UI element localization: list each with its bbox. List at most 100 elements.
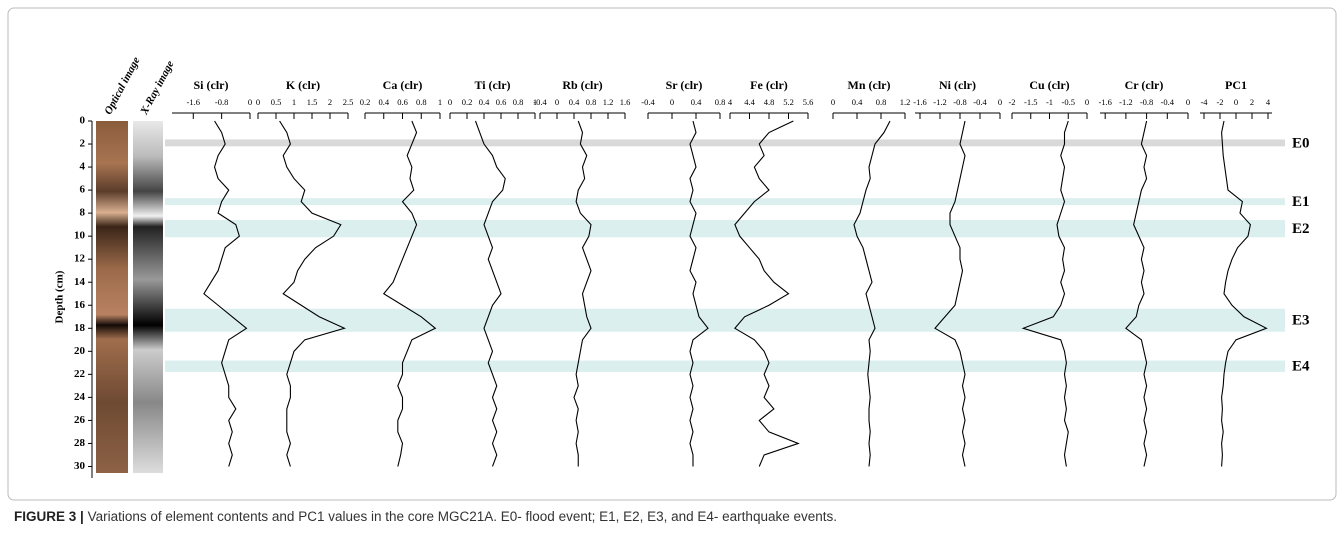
x-tick-label: -0.8: [1140, 97, 1153, 107]
x-tick-label: 2: [1250, 97, 1254, 107]
event-label: E3: [1292, 313, 1310, 329]
profile-line: [1125, 120, 1148, 467]
panel-title: Rb (clr): [562, 78, 602, 92]
x-tick-label: -0.4: [533, 97, 547, 107]
x-tick-label: 0.4: [479, 97, 490, 107]
panel-title: Mn (clr): [848, 78, 891, 92]
x-tick-label: 4: [728, 97, 733, 107]
x-tick-label: -0.4: [973, 97, 987, 107]
y-tick-label: 12: [74, 253, 86, 265]
x-tick-label: 0: [555, 97, 559, 107]
profile-line: [573, 120, 592, 467]
x-tick-label: 2.5: [343, 97, 354, 107]
caption: FIGURE 3 | Variations of element content…: [14, 509, 837, 524]
x-tick-label: -0.4: [1161, 97, 1175, 107]
y-tick-label: 0: [80, 115, 86, 127]
y-tick-label: 28: [74, 437, 86, 449]
profile-line: [934, 120, 966, 467]
x-tick-label: 0: [998, 97, 1002, 107]
x-tick-label: 4.4: [744, 97, 755, 107]
panel-title: Cu (clr): [1029, 78, 1069, 92]
x-tick-label: 0: [256, 97, 260, 107]
event-label: E2: [1292, 221, 1310, 237]
x-tick-label: 1.2: [603, 97, 614, 107]
x-tick-label: 0.2: [360, 97, 371, 107]
event-band: [165, 360, 1285, 373]
panel-title: Fe (clr): [750, 78, 788, 92]
x-tick-label: 4: [1266, 97, 1271, 107]
event-band: [165, 308, 1285, 332]
panel-title: Ti (clr): [474, 78, 510, 92]
caption-text: Variations of element contents and PC1 v…: [87, 509, 837, 524]
x-tick-label: -2: [1008, 97, 1015, 107]
x-tick-label: 0.6: [397, 97, 408, 107]
panel-title: Si (clr): [194, 78, 229, 92]
profile-line: [382, 120, 437, 467]
y-tick-label: 2: [80, 138, 86, 150]
x-tick-label: -0.8: [215, 97, 228, 107]
event-band: [165, 198, 1285, 206]
y-tick-label: 18: [74, 322, 86, 334]
x-tick-label: 0.8: [513, 97, 524, 107]
y-tick-label: 20: [74, 345, 86, 357]
panel-title: Ni (clr): [939, 78, 976, 92]
y-tick-label: 14: [74, 276, 86, 288]
x-tick-label: -1.2: [933, 97, 946, 107]
x-tick-label: 0: [248, 97, 252, 107]
x-tick-label: -0.5: [1062, 97, 1075, 107]
x-tick-label: 0.4: [569, 97, 580, 107]
y-tick-label: 16: [74, 299, 86, 311]
x-tick-label: -2: [1216, 97, 1223, 107]
event-label: E4: [1292, 359, 1310, 375]
event-band: [165, 220, 1285, 238]
depth-axis-title: Depth (cm): [54, 270, 66, 323]
y-tick-label: 26: [74, 414, 86, 426]
caption-label: FIGURE 3 |: [14, 509, 84, 524]
x-tick-label: 1.5: [307, 97, 318, 107]
y-tick-label: 22: [74, 368, 86, 380]
profile-line: [279, 120, 346, 467]
x-tick-label: 1: [533, 97, 537, 107]
y-tick-label: 30: [74, 460, 86, 472]
event-band: [165, 139, 1285, 147]
y-tick-label: 10: [74, 230, 86, 242]
x-tick-label: 0.4: [378, 97, 389, 107]
x-tick-label: 0.2: [462, 97, 473, 107]
x-tick-label: 5.2: [783, 97, 794, 107]
profile-line: [734, 120, 800, 467]
x-tick-label: 2: [328, 97, 332, 107]
x-tick-label: 5.6: [803, 97, 814, 107]
x-tick-label: 0: [670, 97, 674, 107]
x-tick-label: 0.4: [852, 97, 863, 107]
x-tick-label: 1.2: [900, 97, 911, 107]
x-tick-label: 0.8: [876, 97, 887, 107]
x-tick-label: 1: [438, 97, 442, 107]
x-tick-label: 0: [448, 97, 452, 107]
panel-title: Sr (clr): [666, 78, 703, 92]
x-tick-label: 0.8: [416, 97, 427, 107]
x-tick-label: 0.5: [271, 97, 282, 107]
y-tick-label: 24: [74, 391, 86, 403]
panel-title: PC1: [1225, 78, 1247, 92]
image-label: Optical image: [102, 55, 142, 117]
image-label: X-Ray image: [138, 59, 177, 118]
x-tick-label: 4.8: [764, 97, 775, 107]
event-label: E0: [1292, 135, 1310, 151]
x-tick-label: 0.6: [496, 97, 507, 107]
panel-title: K (clr): [286, 78, 320, 92]
profile-line: [853, 120, 891, 467]
x-tick-label: -0.8: [953, 97, 966, 107]
x-tick-label: 1: [292, 97, 296, 107]
x-tick-label: -1.6: [913, 97, 926, 107]
x-tick-label: 0.4: [691, 97, 702, 107]
x-tick-label: -0.4: [641, 97, 655, 107]
figure: Depth (cm) Optical image X-Ray image E0 E…: [7, 7, 1337, 501]
x-tick-label: -1: [1046, 97, 1053, 107]
optical-image: [96, 121, 128, 473]
x-tick-label: 0: [1186, 97, 1190, 107]
x-tick-label: 0.8: [586, 97, 597, 107]
panel-title: Cr (clr): [1125, 78, 1164, 92]
x-tick-label: 0: [1234, 97, 1238, 107]
x-tick-label: -1.5: [1024, 97, 1037, 107]
